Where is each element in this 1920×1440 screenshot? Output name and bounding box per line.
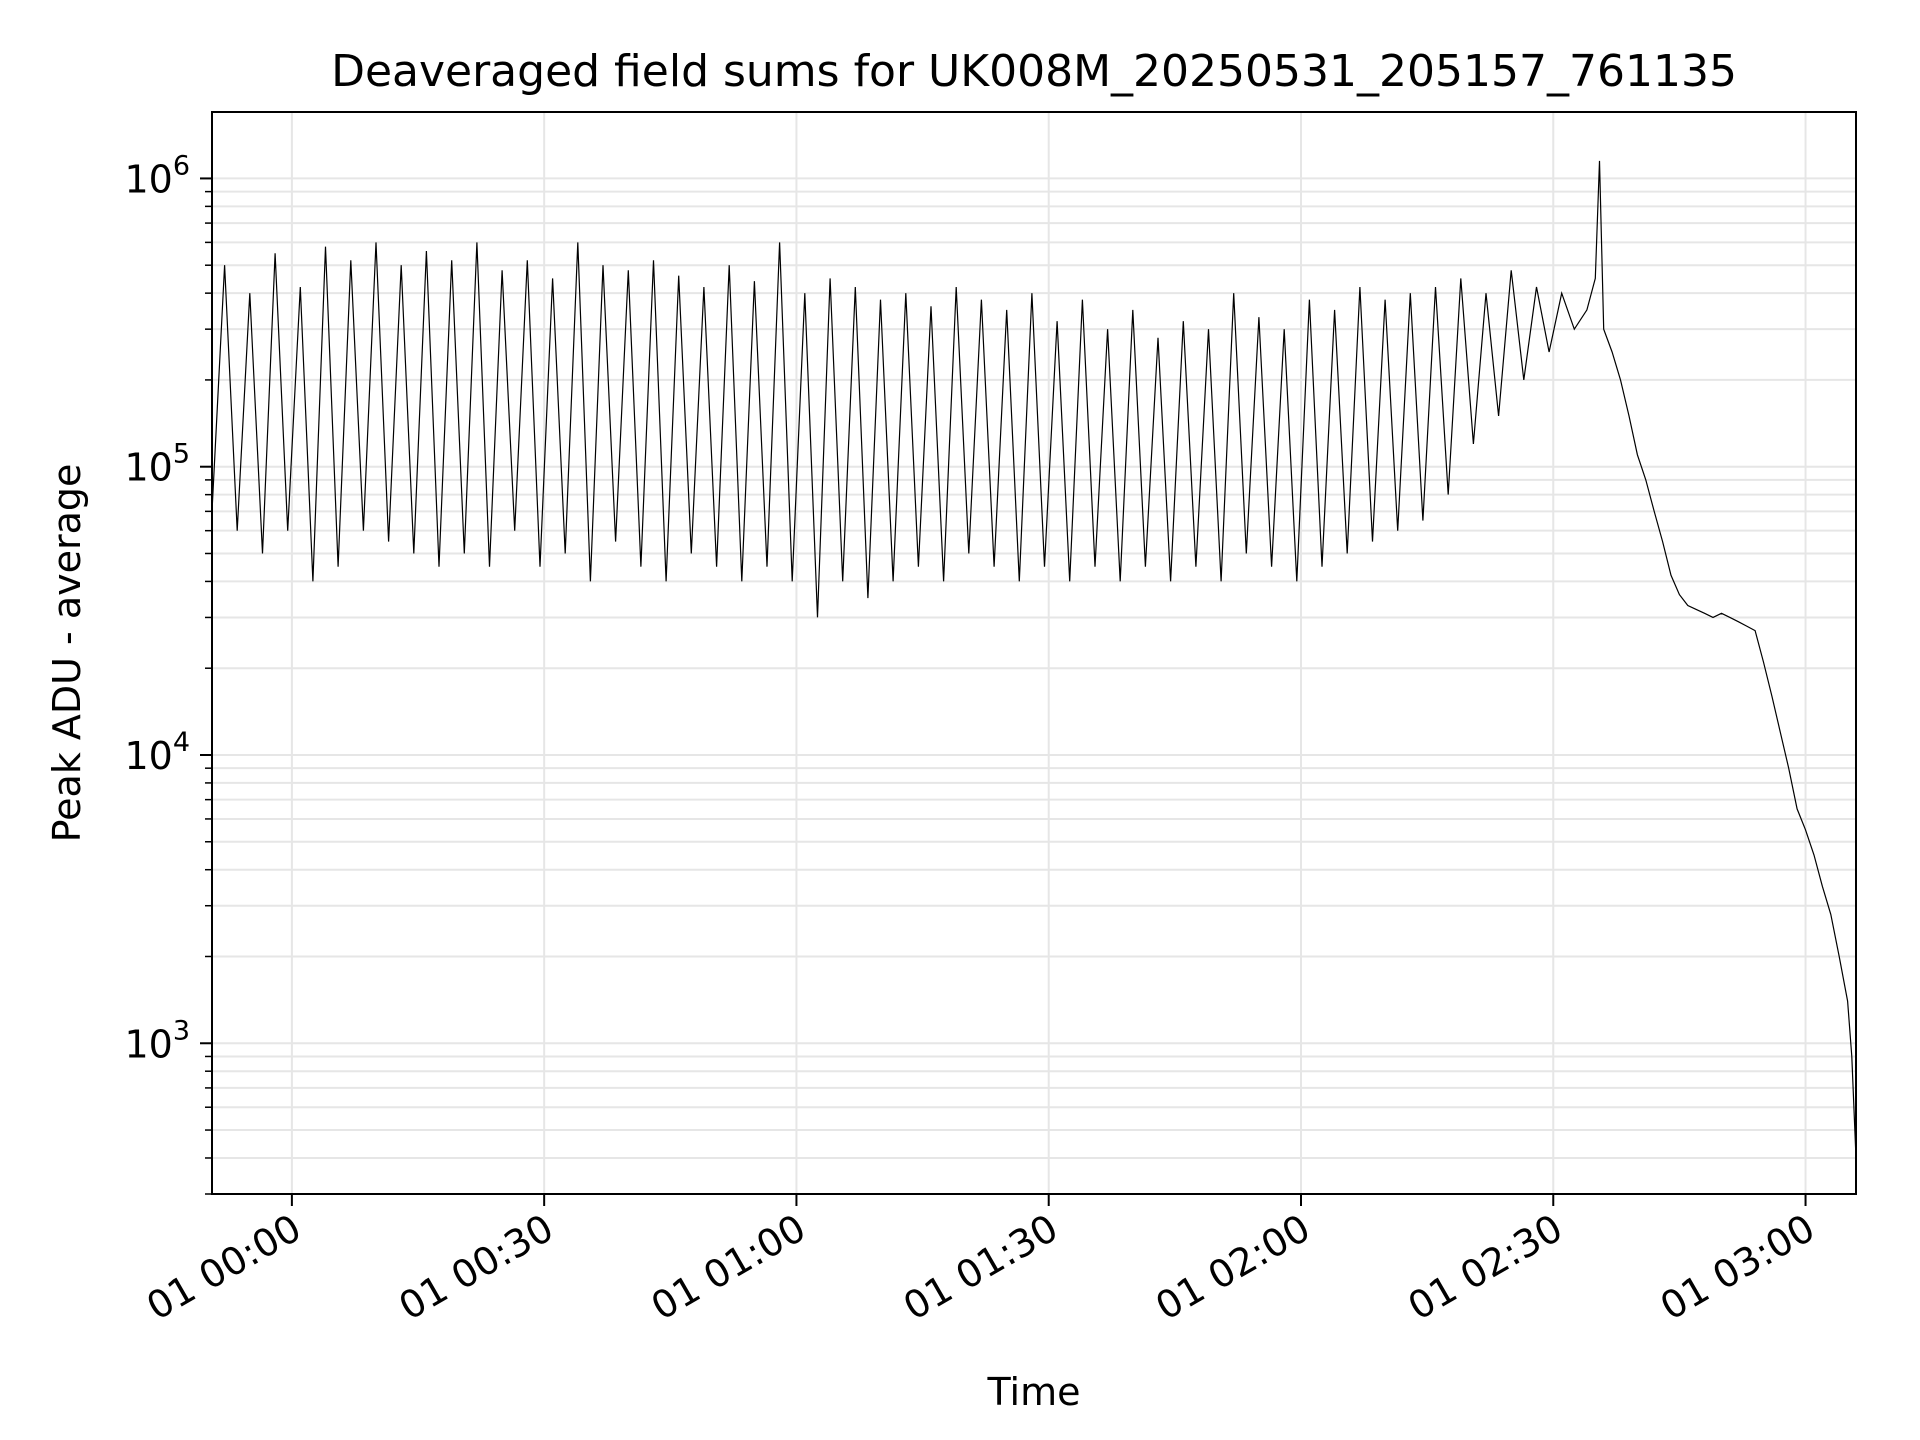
y-tick-label: 103 (124, 1015, 190, 1066)
y-tick-label: 105 (124, 439, 190, 490)
y-axis-label: Peak ADU - average (45, 464, 89, 843)
chart-title: Deaveraged field sums for UK008M_2025053… (331, 46, 1737, 97)
x-axis-label: Time (987, 1370, 1081, 1414)
y-tick-exponent: 6 (173, 150, 190, 181)
y-tick-base: 10 (124, 446, 172, 490)
series-line (212, 160, 1856, 1159)
y-tick-label: 106 (124, 150, 190, 201)
y-tick-label: 104 (124, 727, 190, 778)
y-tick-base: 10 (124, 157, 172, 201)
y-tick-exponent: 3 (173, 1015, 190, 1046)
plot-data (212, 160, 1856, 1159)
grid-lines (212, 112, 1856, 1195)
y-tick-base: 10 (124, 1022, 172, 1066)
y-tick-base: 10 (124, 734, 172, 778)
plot-frame (211, 111, 1857, 1195)
y-tick-exponent: 5 (173, 439, 190, 470)
y-tick-exponent: 4 (173, 727, 190, 758)
